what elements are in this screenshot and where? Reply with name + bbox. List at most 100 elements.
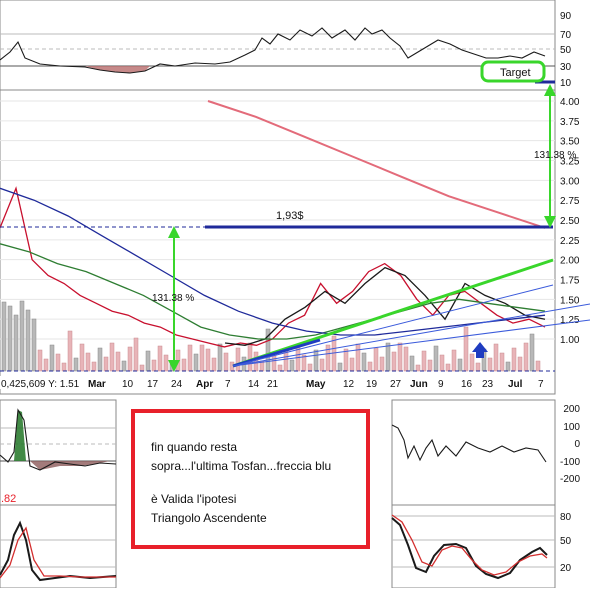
volume-bar xyxy=(451,349,457,372)
x-axis-tick: 7 xyxy=(225,379,231,390)
volume-bar xyxy=(31,318,37,372)
x-axis-tick: Jun xyxy=(410,379,428,390)
price-y-tick: 3.00 xyxy=(560,176,580,187)
volume-bar xyxy=(439,354,445,372)
x-axis-tick: 9 xyxy=(438,379,444,390)
volume-bar xyxy=(385,342,391,372)
x-axis-ticks: Mar 10 17 24 Apr 7 14 21 May 12 19 27 Jun 9 16 23 Jul 7 xyxy=(88,379,544,390)
x-axis-tick: 10 xyxy=(122,379,134,390)
volume-bar xyxy=(499,352,505,372)
volume-bar xyxy=(151,359,157,372)
right-measure-label: 131.38 % xyxy=(534,150,576,161)
volume-bar xyxy=(337,362,343,372)
x-axis-tick: 12 xyxy=(343,379,355,390)
bottom-y-tick: 50 xyxy=(560,536,572,547)
volume-bar xyxy=(205,348,211,372)
volume-bar xyxy=(445,363,451,372)
volume-bar xyxy=(391,351,397,372)
blue-up-arrow-icon xyxy=(472,342,488,358)
blue-trendline-thick xyxy=(232,338,321,368)
green-trendline xyxy=(232,258,554,368)
x-axis-tick: 23 xyxy=(482,379,494,390)
volume-bar xyxy=(349,357,355,372)
upper-oscillator-line xyxy=(0,27,546,74)
price-y-tick: 4.00 xyxy=(560,97,580,108)
target-box xyxy=(480,60,546,83)
price-gridlines xyxy=(0,100,555,340)
volume-bar xyxy=(373,347,379,372)
right-mid-y-ticks: 200 100 0 -100 -200 xyxy=(560,404,580,485)
price-y-tick: 1.00 xyxy=(560,335,580,346)
price-series-line xyxy=(0,187,546,336)
resistance-label: 1,93$ xyxy=(276,210,304,222)
volume-bar xyxy=(367,361,373,372)
volume-bar xyxy=(403,346,409,372)
volume-bar xyxy=(7,305,13,372)
volume-bar xyxy=(511,347,517,372)
volume-bar xyxy=(379,356,385,372)
left-measure-arrow-up xyxy=(168,226,180,238)
volume-bar xyxy=(523,342,529,372)
volume-bar xyxy=(517,356,523,372)
note-box: fin quando resta sopra...l'ultima Tosfan… xyxy=(131,409,370,549)
x-axis-tick: 14 xyxy=(248,379,260,390)
volume-bar xyxy=(493,343,499,372)
volume-bar xyxy=(457,358,463,372)
volume-bar xyxy=(421,350,427,372)
volume-bar xyxy=(127,346,133,372)
volume-bar xyxy=(427,359,433,372)
price-y-ticks: 4.00 3.75 3.50 3.25 3.00 2.75 2.50 2.25 2.00 1.75… xyxy=(560,97,580,346)
volume-bar xyxy=(25,309,31,372)
volume-bar xyxy=(109,342,115,372)
right-mid-y-tick: 0 xyxy=(574,439,580,450)
volume-bar xyxy=(415,364,421,372)
upper-y-tick: 50 xyxy=(560,45,572,56)
target-label: Target xyxy=(500,67,531,79)
volume-bar xyxy=(37,349,43,372)
right-mid-y-tick: 200 xyxy=(563,404,580,415)
cursor-readout: 0,425,609 Y: 1.51 xyxy=(1,379,80,390)
x-axis-tick: Apr xyxy=(196,379,213,390)
bottom-y-tick: 20 xyxy=(560,563,572,574)
volume-bar xyxy=(487,357,493,372)
note-line-2: sopra...l'ultima Tosfan...freccia blu xyxy=(151,459,332,473)
upper-y-tick: 30 xyxy=(560,62,572,73)
x-axis-tick: May xyxy=(306,379,326,390)
price-y-tick: 3.75 xyxy=(560,117,580,128)
volume-bar xyxy=(505,361,511,372)
x-axis-tick: 21 xyxy=(267,379,279,390)
fan-line-2 xyxy=(232,303,590,367)
volume-bar xyxy=(529,333,535,372)
volume-bar xyxy=(61,362,67,372)
volume-bar xyxy=(163,354,169,372)
volume-bar xyxy=(19,300,25,372)
volume-bar xyxy=(13,314,19,372)
right-bottom-panel-frame xyxy=(391,504,556,589)
fan-line-1 xyxy=(232,284,554,367)
volume-bar xyxy=(139,364,145,372)
volume-bar xyxy=(235,347,241,372)
x-axis-tick: 24 xyxy=(171,379,183,390)
right-mid-panel-frame xyxy=(391,399,556,506)
note-line-4: Triangolo Ascendente xyxy=(151,511,267,525)
volume-bar xyxy=(67,330,73,372)
upper-oversold-fill xyxy=(85,66,150,73)
price-y-tick: 3.25 xyxy=(560,157,580,168)
upper-y-tick: 90 xyxy=(560,11,572,22)
left-measure-label: 131.38 % xyxy=(152,293,194,304)
price-y-tick: 1.50 xyxy=(560,295,580,306)
x-axis-tick: 17 xyxy=(147,379,159,390)
upper-y-ticks: 90 70 50 30 10 xyxy=(560,11,572,89)
volume-bar xyxy=(469,353,475,372)
price-y-tick: 1.25 xyxy=(560,315,580,326)
volume-bar xyxy=(211,357,217,372)
volume-bar xyxy=(85,352,91,372)
right-mid-y-tick: -100 xyxy=(560,457,580,468)
left-mid-fill xyxy=(30,461,110,470)
left-bottom-value: .82 xyxy=(1,493,16,505)
x-axis-tick: 19 xyxy=(366,379,378,390)
x-axis-tick: Jul xyxy=(508,379,523,390)
volume-bar xyxy=(319,358,325,372)
price-series-line xyxy=(207,100,546,229)
left-bottom-stoch-d xyxy=(0,526,116,579)
